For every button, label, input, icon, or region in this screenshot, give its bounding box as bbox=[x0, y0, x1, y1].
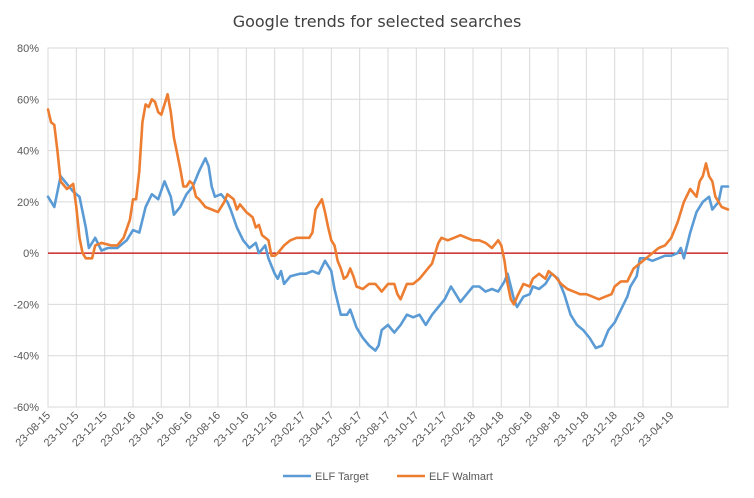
y-tick-label: 80% bbox=[17, 43, 39, 55]
y-tick-label: 20% bbox=[17, 197, 39, 209]
series-line-elf-target bbox=[46, 157, 730, 352]
y-tick-label: 0% bbox=[23, 248, 39, 260]
legend-label: ELF Walmart bbox=[429, 471, 493, 483]
y-tick-label: -40% bbox=[13, 351, 39, 363]
legend-label: ELF Target bbox=[315, 471, 369, 483]
y-tick-label: -60% bbox=[13, 402, 39, 414]
gridlines bbox=[47, 47, 729, 408]
chart-title: Google trends for selected searches bbox=[233, 12, 522, 31]
plot-border bbox=[47, 47, 729, 408]
y-tick-label: -20% bbox=[13, 299, 39, 311]
series-lines bbox=[46, 92, 730, 352]
y-tick-label: 60% bbox=[17, 94, 39, 106]
y-tick-label: 40% bbox=[17, 146, 39, 158]
legend: ELF Target ELF Walmart bbox=[283, 471, 493, 483]
series-line-elf-walmart bbox=[46, 92, 730, 306]
